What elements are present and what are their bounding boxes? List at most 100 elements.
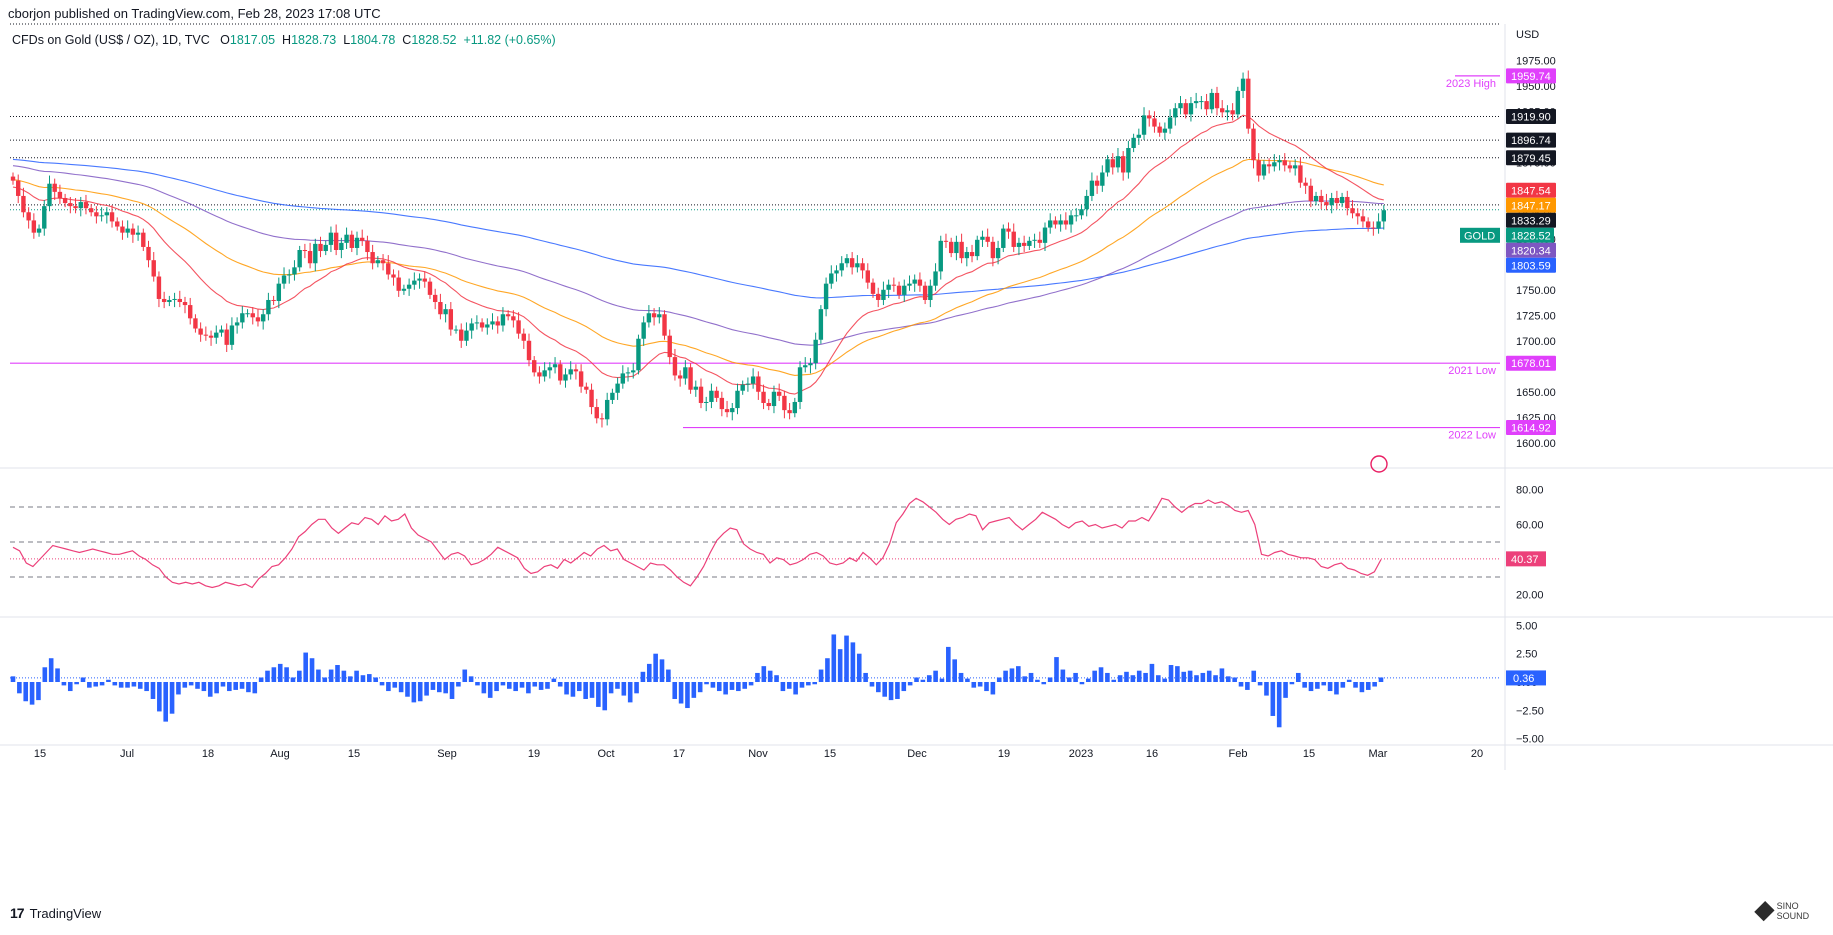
candle-body (443, 309, 448, 315)
hist-bar (895, 682, 900, 699)
candle-body (995, 247, 1001, 259)
candle-body (292, 267, 297, 275)
candle-body (1282, 160, 1287, 166)
hist-bar (1124, 671, 1129, 682)
candle-body (1079, 209, 1084, 216)
candle-body (1178, 103, 1183, 109)
candle-body (787, 410, 792, 414)
candle-body (1319, 195, 1324, 203)
candle-body (870, 282, 876, 294)
candle-body (797, 367, 803, 402)
hist-bar (411, 682, 417, 703)
candle-body (1105, 159, 1110, 173)
hist-bar (188, 682, 194, 686)
hist-bar (697, 682, 703, 693)
candle-body (1048, 220, 1053, 228)
candle-body (125, 228, 130, 233)
hist-tick-label: 2.50 (1516, 649, 1537, 661)
candle-body (537, 372, 542, 377)
candle-body (203, 334, 209, 336)
hist-bar (1041, 682, 1047, 685)
candle-body (1308, 185, 1314, 202)
axis-price-text: 1803.59 (1511, 260, 1551, 272)
x-axis-label: Feb (1229, 748, 1248, 760)
hist-bar (1028, 672, 1034, 682)
candle-body (146, 246, 151, 261)
candle-body (52, 183, 57, 192)
rsi-line (12, 497, 1382, 589)
candle-body (1313, 195, 1319, 202)
hist-last-text: 0.36 (1513, 673, 1534, 685)
hist-bar (494, 682, 499, 692)
candle-body (980, 236, 985, 240)
hist-tick-label: 5.00 (1516, 620, 1537, 632)
hist-bar (163, 682, 169, 722)
hist-bar (1340, 682, 1346, 688)
candle-body (1042, 227, 1048, 243)
candle-body (1365, 221, 1371, 228)
hist-bar (920, 679, 926, 682)
hist-bar (666, 669, 671, 682)
candle-body (631, 370, 636, 373)
hist-bar (729, 682, 735, 690)
candle-body (47, 183, 52, 207)
hist-last-tag (1506, 670, 1546, 686)
candle-body (766, 402, 771, 407)
x-axis-label: 15 (824, 748, 836, 760)
hist-bar (316, 669, 321, 682)
candle-body (412, 280, 417, 285)
axis-price-tag (1506, 132, 1556, 148)
hist-bar (157, 682, 162, 712)
candle-body (1120, 156, 1126, 173)
candle-body (1068, 215, 1074, 225)
hist-bar (277, 663, 283, 682)
hist-bar (106, 679, 111, 682)
candle-body (1287, 165, 1293, 169)
candle-body (714, 390, 719, 398)
hist-bar (1086, 678, 1091, 682)
candle-body (21, 195, 26, 213)
x-axis-label: 19 (998, 748, 1010, 760)
hist-bar (1098, 667, 1104, 682)
candle-body (532, 360, 537, 373)
hist-bar (1022, 676, 1027, 682)
candle-body (490, 321, 495, 325)
candle-body (172, 298, 177, 300)
candle-body (427, 281, 433, 295)
candle-body (438, 302, 443, 315)
candle-body (922, 285, 928, 300)
x-axis-label: 16 (1146, 748, 1158, 760)
hist-bar (1162, 678, 1167, 682)
hist-bar (392, 682, 398, 688)
hist-bar (1079, 682, 1085, 685)
hist-bar (207, 682, 213, 697)
hist-bar (1200, 672, 1206, 682)
candle-body (1058, 220, 1063, 225)
level-annotation: 2022 Low (1448, 430, 1496, 442)
hist-bar (971, 682, 977, 688)
hist-bar (449, 682, 455, 699)
tradingview-brand[interactable]: 17 TradingView (10, 905, 101, 921)
rsi-tick-label: 80.00 (1516, 485, 1544, 497)
candle-body (719, 397, 725, 410)
hist-bar (487, 682, 493, 698)
hist-bar (716, 682, 722, 692)
hist-bar (933, 670, 938, 682)
x-axis-label: Sep (437, 748, 457, 760)
hist-bar (1321, 682, 1327, 686)
hist-bar (131, 682, 137, 687)
candle-body (1246, 78, 1251, 129)
candle-body (641, 322, 646, 339)
ema-50-line (12, 158, 1384, 376)
hist-bar (176, 682, 181, 695)
candle-body (94, 212, 99, 217)
candle-body (500, 314, 506, 326)
hist-bar (61, 682, 67, 686)
candle-body (1188, 103, 1194, 115)
candle-body (610, 392, 615, 400)
candle-body (255, 317, 261, 322)
candle-body (448, 309, 454, 330)
hist-bar (583, 682, 588, 699)
candle-body (1027, 240, 1032, 246)
